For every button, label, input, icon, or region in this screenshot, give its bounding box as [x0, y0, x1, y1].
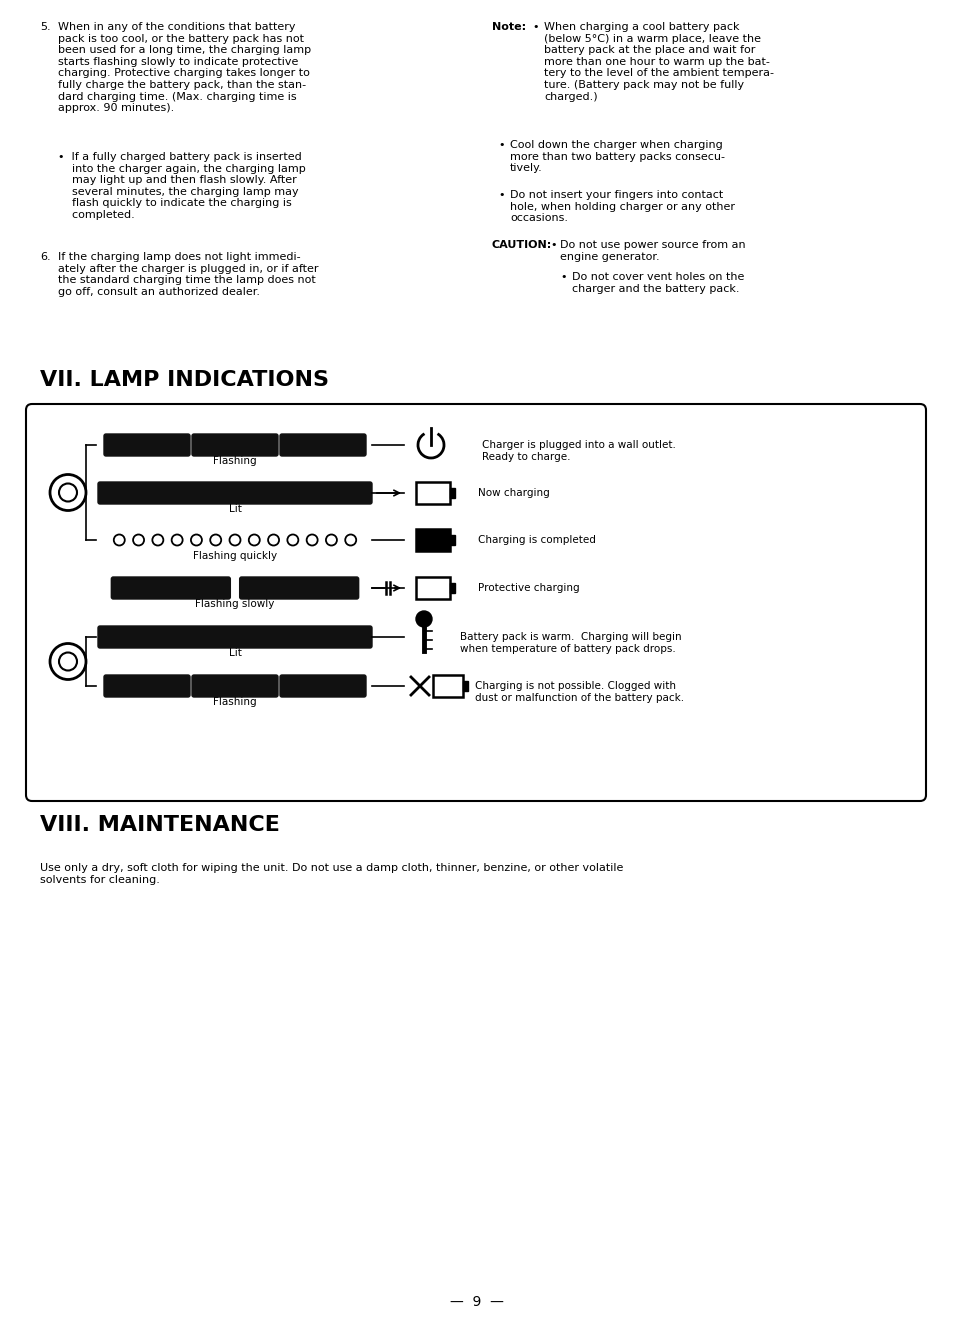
Text: Charger is plugged into a wall outlet.
Ready to charge.: Charger is plugged into a wall outlet. R… — [481, 440, 675, 461]
Bar — [450, 488, 455, 498]
Text: Protective charging: Protective charging — [477, 583, 579, 594]
Text: •: • — [497, 189, 504, 200]
FancyBboxPatch shape — [280, 674, 366, 697]
Text: Flashing: Flashing — [213, 456, 256, 466]
Text: Now charging: Now charging — [477, 488, 549, 498]
Text: Lit: Lit — [229, 648, 241, 659]
Text: VII. LAMP INDICATIONS: VII. LAMP INDICATIONS — [40, 370, 329, 390]
FancyBboxPatch shape — [192, 674, 277, 697]
Bar — [416, 576, 450, 599]
Text: •: • — [559, 272, 566, 282]
Bar — [462, 681, 468, 692]
Text: Use only a dry, soft cloth for wiping the unit. Do not use a damp cloth, thinner: Use only a dry, soft cloth for wiping th… — [40, 863, 622, 885]
Text: CAUTION:: CAUTION: — [492, 240, 552, 250]
FancyBboxPatch shape — [26, 404, 925, 802]
FancyBboxPatch shape — [98, 482, 372, 504]
FancyBboxPatch shape — [104, 435, 190, 456]
Bar — [450, 535, 455, 545]
Text: Lit: Lit — [229, 504, 241, 514]
Text: Note:: Note: — [492, 23, 525, 32]
Text: •: • — [497, 140, 504, 150]
Circle shape — [416, 611, 432, 627]
Text: Flashing: Flashing — [213, 697, 256, 708]
FancyBboxPatch shape — [192, 435, 277, 456]
Text: 5.: 5. — [40, 23, 51, 32]
Text: Do not insert your fingers into contact
hole, when holding charger or any other
: Do not insert your fingers into contact … — [510, 189, 734, 223]
Text: If the charging lamp does not light immedi-
ately after the charger is plugged i: If the charging lamp does not light imme… — [58, 252, 318, 297]
Bar — [433, 674, 462, 697]
Bar — [416, 529, 450, 551]
Text: Flashing slowly: Flashing slowly — [195, 599, 274, 610]
Text: •: • — [532, 23, 537, 32]
Text: When in any of the conditions that battery
pack is too cool, or the battery pack: When in any of the conditions that batte… — [58, 23, 311, 113]
Text: Do not cover vent holes on the
charger and the battery pack.: Do not cover vent holes on the charger a… — [572, 272, 743, 294]
FancyBboxPatch shape — [280, 435, 366, 456]
Bar — [416, 482, 450, 504]
Text: Charging is completed: Charging is completed — [477, 535, 596, 545]
Text: When charging a cool battery pack
(below 5°C) in a warm place, leave the
battery: When charging a cool battery pack (below… — [543, 23, 773, 102]
FancyBboxPatch shape — [239, 576, 358, 599]
Text: •  If a fully charged battery pack is inserted
    into the charger again, the c: • If a fully charged battery pack is ins… — [58, 152, 305, 220]
Bar — [450, 583, 455, 594]
Text: •: • — [550, 240, 556, 250]
Text: —  9  —: — 9 — — [450, 1295, 503, 1309]
FancyBboxPatch shape — [104, 674, 190, 697]
Text: 6.: 6. — [40, 252, 51, 262]
Text: Battery pack is warm.  Charging will begin
when temperature of battery pack drop: Battery pack is warm. Charging will begi… — [459, 632, 680, 653]
Text: Flashing quickly: Flashing quickly — [193, 551, 276, 560]
FancyBboxPatch shape — [98, 625, 372, 648]
Text: Do not use power source from an
engine generator.: Do not use power source from an engine g… — [559, 240, 745, 261]
Text: VIII. MAINTENANCE: VIII. MAINTENANCE — [40, 815, 279, 835]
Text: Charging is not possible. Clogged with
dust or malfunction of the battery pack.: Charging is not possible. Clogged with d… — [475, 681, 683, 702]
FancyBboxPatch shape — [112, 576, 230, 599]
Text: Cool down the charger when charging
more than two battery packs consecu-
tively.: Cool down the charger when charging more… — [510, 140, 724, 174]
